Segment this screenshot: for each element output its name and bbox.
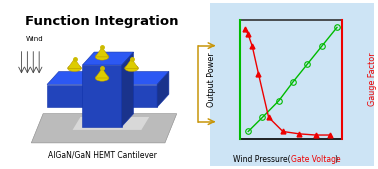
Polygon shape [31,114,177,143]
Polygon shape [47,71,169,84]
Ellipse shape [95,54,109,60]
FancyBboxPatch shape [203,0,378,169]
Polygon shape [73,117,149,130]
Text: Wind Pressure(: Wind Pressure( [234,155,291,164]
Polygon shape [157,71,169,107]
Polygon shape [82,52,133,65]
Text: Output Power: Output Power [207,52,216,107]
Polygon shape [82,65,122,127]
Polygon shape [125,58,138,68]
Polygon shape [68,58,81,68]
FancyBboxPatch shape [0,0,204,169]
Text: AlGaN/GaN HEMT Cantilever: AlGaN/GaN HEMT Cantilever [48,150,156,159]
Text: Wind: Wind [25,36,43,42]
Ellipse shape [68,65,81,71]
Text: Function Integration: Function Integration [25,15,179,28]
Polygon shape [95,68,109,78]
Text: Gauge Factor: Gauge Factor [368,53,377,106]
Polygon shape [95,47,109,57]
Polygon shape [47,84,157,107]
Ellipse shape [125,65,138,71]
Text: Gate Voltage: Gate Voltage [291,155,341,164]
Text: ): ) [335,155,338,164]
Ellipse shape [95,75,109,81]
Polygon shape [122,52,133,127]
